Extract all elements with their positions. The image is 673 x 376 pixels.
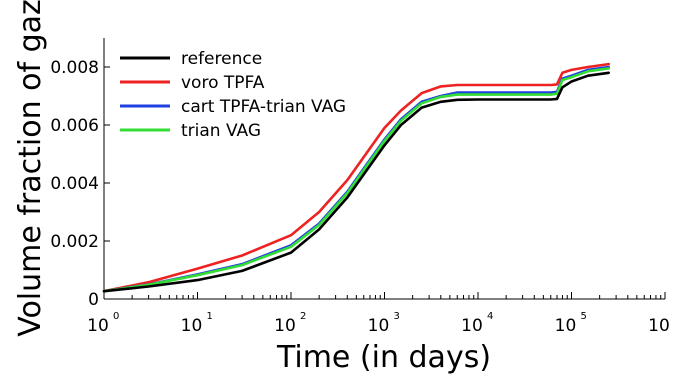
x-tick-exponent: 2 <box>300 311 306 322</box>
x-tick-label: 10 <box>274 316 296 336</box>
x-tick-label: 10 <box>555 316 577 336</box>
x-tick-label: 10 <box>368 316 390 336</box>
x-axis-title: Time (in days) <box>276 340 491 375</box>
y-tick-label: 0.004 <box>50 174 99 194</box>
x-tick-exponent: 1 <box>207 311 213 322</box>
x-tick-exponent: 0 <box>113 311 119 322</box>
legend-label: trian VAG <box>181 121 261 141</box>
x-tick-exponent: 5 <box>581 311 587 322</box>
series-line-reference <box>102 71 611 293</box>
series-line-trian-vag <box>102 67 611 293</box>
legend-label: reference <box>181 49 262 69</box>
legend: reference voro TPFA cart TPFA-trian VAG tri… <box>120 49 346 141</box>
x-tick-exponent: 3 <box>394 311 400 322</box>
legend-label: cart TPFA-trian VAG <box>181 97 346 117</box>
legend-label: voro TPFA <box>181 73 265 93</box>
y-axis-title: Volume fraction of gaz <box>13 0 48 337</box>
x-tick-label: 10 <box>87 316 109 336</box>
y-tick-label: 0.006 <box>50 116 99 136</box>
y-tick-label: 0.002 <box>50 232 99 252</box>
x-tick-exponent: 4 <box>487 311 493 322</box>
x-tick-label: 10 <box>181 316 203 336</box>
y-tick-label: 0 <box>88 290 99 310</box>
x-tick-label: 10 <box>461 316 483 336</box>
x-tick-label: 10 <box>648 316 670 336</box>
series-line-voro-tpfa <box>102 62 611 293</box>
y-tick-label: 0.008 <box>50 58 99 78</box>
